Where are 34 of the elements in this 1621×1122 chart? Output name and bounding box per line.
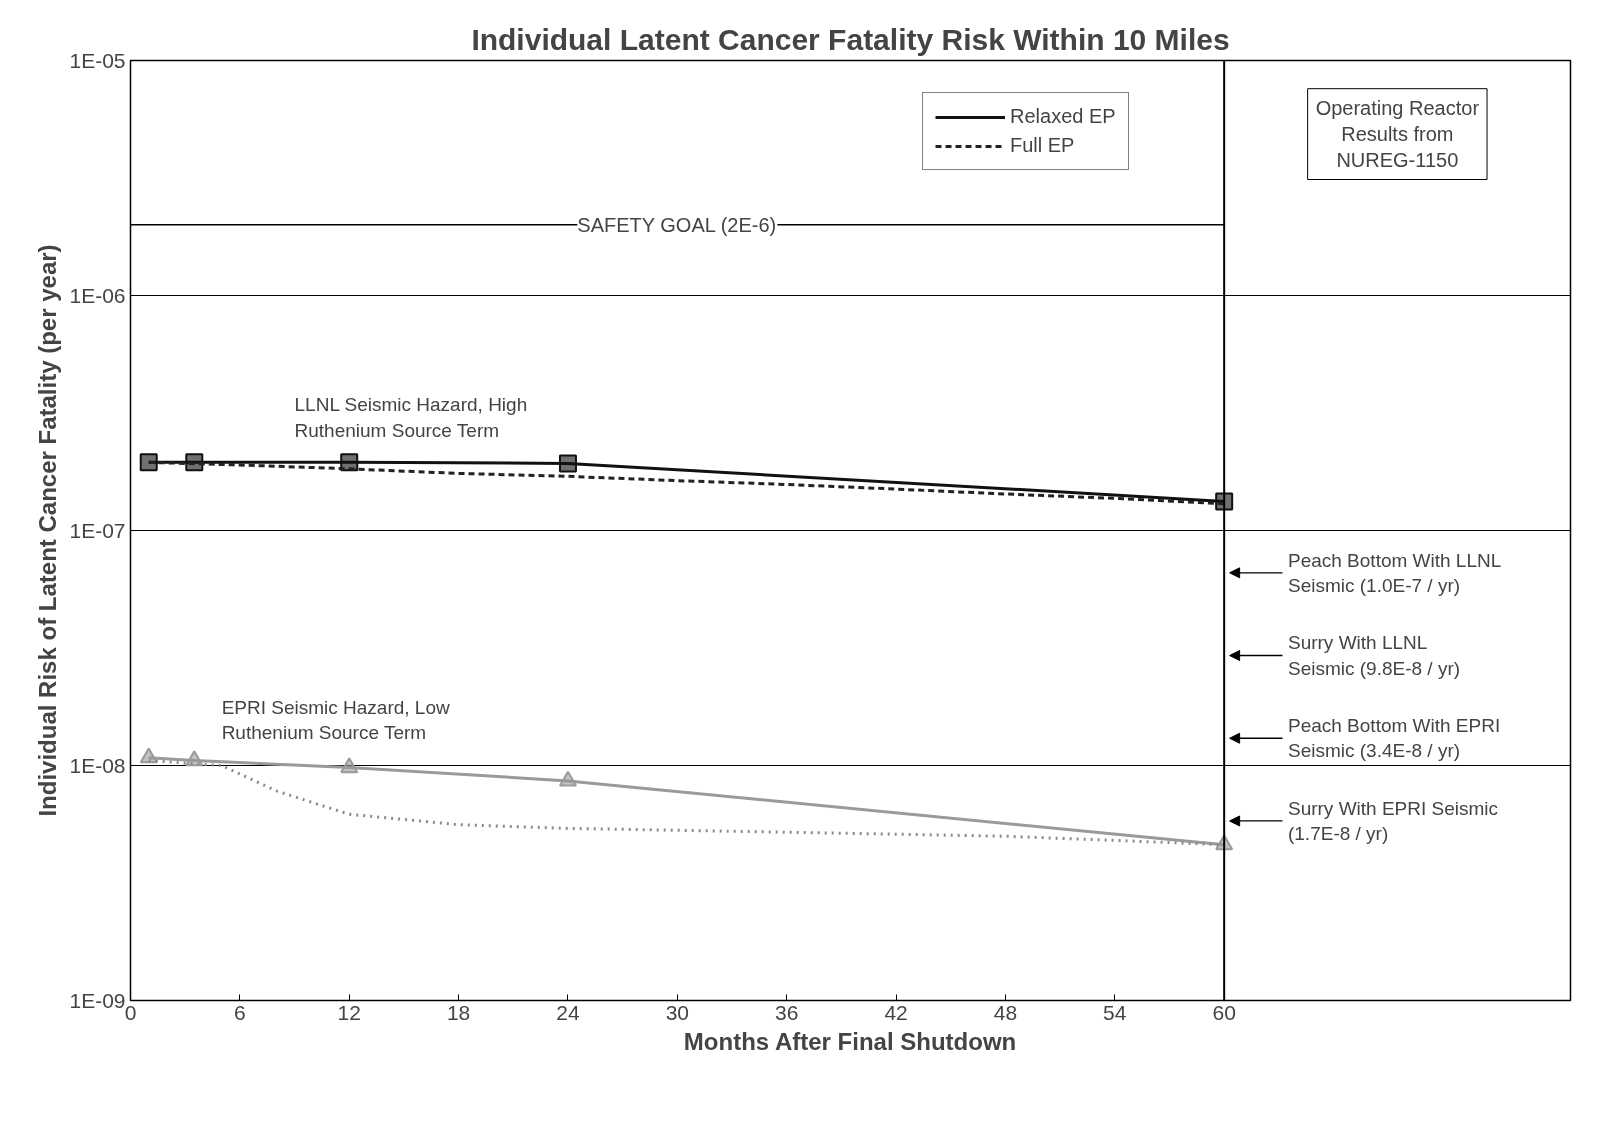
annotation: EPRI Seismic Hazard, Low Ruthenium Source Term	[221, 696, 450, 743]
annotation: Peach Bottom With EPRI Seismic (3.4E-8 / yr)	[1287, 715, 1501, 762]
point	[340, 757, 359, 774]
x-tick-label: 30	[665, 1000, 690, 1024]
y-tick-label: 1E-09	[69, 989, 126, 1012]
legend-label: Full EP	[1010, 134, 1075, 157]
y-tick-label: 1E-05	[69, 49, 126, 72]
x-tick-label: 54	[1103, 1000, 1127, 1024]
legend-label: Relaxed EP	[1010, 105, 1116, 128]
annotation: Peach Bottom With LLNL Seismic (1.0E-7 / yr)	[1287, 549, 1502, 596]
point	[139, 453, 158, 472]
y-tick-label: 1E-06	[69, 284, 126, 307]
x-tick-label: 24	[556, 1000, 580, 1024]
annotation: Operating Reactor Results from NUREG-1150	[1315, 96, 1480, 172]
x-tick-label: 6	[234, 1000, 246, 1024]
x-tick-label: 48	[993, 1000, 1018, 1024]
x-tick-label: 12	[337, 1000, 361, 1024]
point	[558, 770, 577, 787]
annotation: Surry With LLNL Seismic (9.8E-8 / yr)	[1287, 632, 1461, 679]
y-tick-label: 1E-08	[69, 754, 126, 777]
x-tick-label: 18	[446, 1000, 471, 1024]
annotation: LLNL Seismic Hazard, High Ruthenium Source Term	[294, 394, 528, 441]
ref-line-label: SAFETY GOAL (2E-6)	[577, 213, 777, 236]
point	[139, 747, 158, 764]
chart-title: Individual Latent Cancer Fatality Risk Within 10 Miles	[471, 22, 1230, 56]
x-tick-label: 36	[775, 1000, 799, 1024]
y-axis-title: Individual Risk of Latent Cancer Fatality (per year)	[34, 244, 62, 817]
annotation: Surry With EPRI Seismic (1.7E-8 / yr)	[1287, 797, 1499, 845]
x-axis-title: Months After Final Shutdown	[683, 1027, 1017, 1055]
point	[558, 454, 577, 473]
x-tick-label: 42	[884, 1000, 908, 1024]
x-tick-label: 60	[1212, 1000, 1236, 1024]
x-tick-label: 0	[124, 1000, 137, 1024]
y-tick-label: 1E-07	[69, 519, 126, 542]
